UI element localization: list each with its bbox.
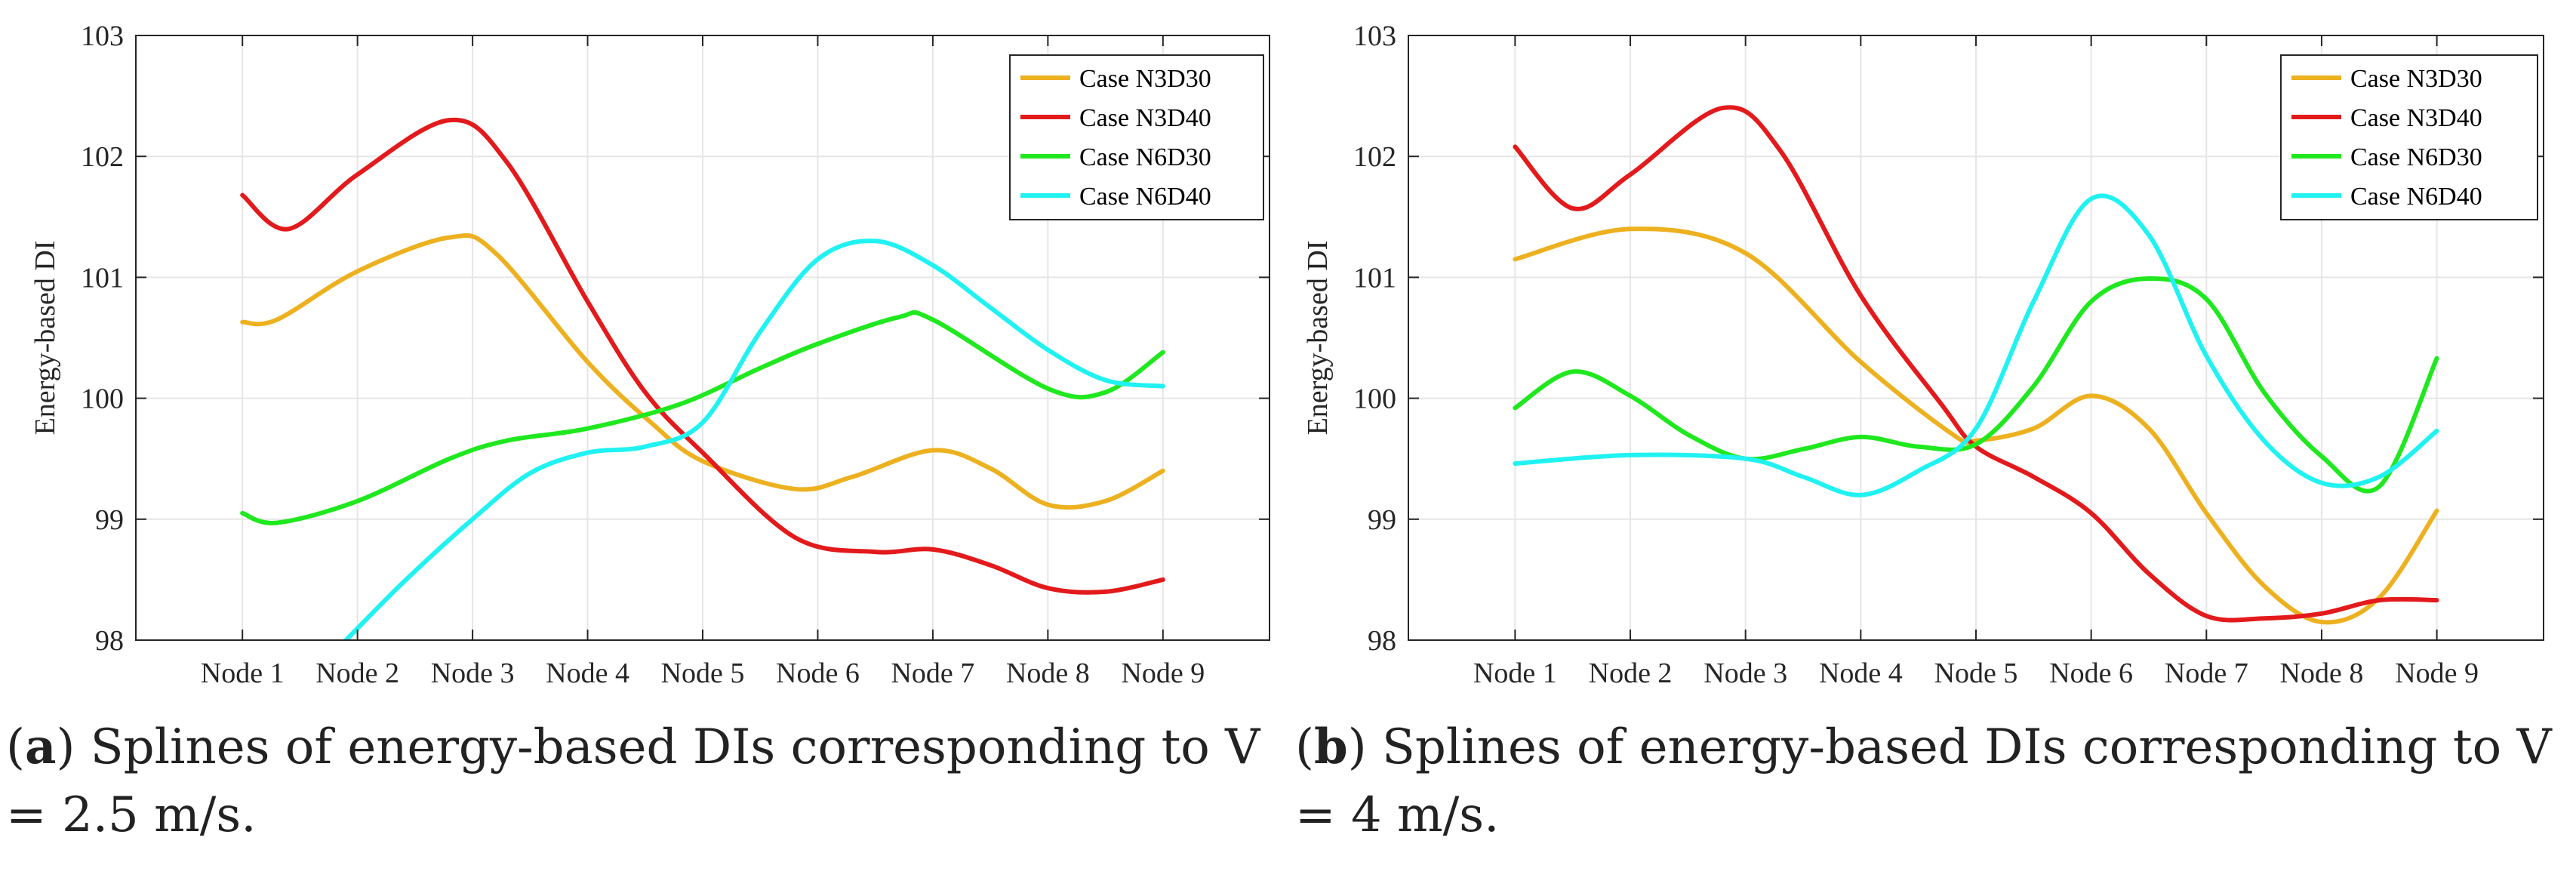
- caption-b: (b) Splines of energy-based DIs correspo…: [1295, 719, 2552, 843]
- legend-box: [2280, 54, 2538, 220]
- y-axis-label: Energy-based DI: [29, 241, 61, 436]
- legend-label-n6d30: Case N6D30: [2350, 143, 2482, 171]
- x-tick-label: Node 4: [546, 657, 629, 689]
- x-tick-label: Node 8: [2280, 657, 2364, 689]
- y-tick-label: 99: [1368, 504, 1396, 536]
- legend-label-n3d30: Case N3D30: [2350, 65, 2482, 93]
- y-tick-label: 101: [81, 262, 124, 294]
- series-line-n3d30: [240, 233, 1165, 510]
- series-line-n6d30: [240, 309, 1165, 525]
- x-tick-label: Node 7: [2165, 657, 2248, 689]
- x-tick-label: Node 9: [1121, 657, 1205, 689]
- y-tick-label: 99: [95, 504, 124, 536]
- caption-a-line2: = 2.5 m/s.: [6, 787, 257, 843]
- x-tick-label: Node 2: [315, 657, 399, 689]
- caption-a: (a) Splines of energy-based DIs correspo…: [6, 719, 1260, 843]
- legend-label-n6d30: Case N6D30: [1079, 143, 1211, 171]
- y-tick-label: 102: [1353, 141, 1396, 173]
- chart-panel-a: 98 99 100 101 102 103 Node 1 Node 2 Node 3 Node 4…: [29, 20, 1270, 689]
- caption-b-line2: = 4 m/s.: [1295, 787, 1500, 843]
- legend-label-n3d30: Case N3D30: [1079, 65, 1211, 93]
- y-tick-label: 101: [1353, 262, 1396, 294]
- legend-label-n3d40: Case N3D40: [1079, 104, 1211, 132]
- x-tick-label: Node 3: [431, 657, 515, 689]
- x-tick-label: Node 5: [1934, 657, 2018, 689]
- legend: Case N3D30 Case N3D40 Case N6D30 Case N6D40: [1009, 54, 1264, 220]
- x-tick-label: Node 5: [661, 657, 745, 689]
- x-tick-label: Node 2: [1589, 657, 1673, 689]
- x-tick-label: Node 4: [1819, 657, 1903, 689]
- x-tick-label: Node 3: [1703, 657, 1787, 689]
- y-tick-label: 102: [81, 141, 124, 173]
- series-line-n3d40: [1513, 105, 2439, 623]
- series-line-n6d40: [1513, 193, 2439, 497]
- x-tick-label: Node 9: [2395, 657, 2479, 689]
- y-tick-label: 103: [1353, 20, 1396, 52]
- y-tick-label: 100: [1353, 383, 1396, 415]
- series-line-n3d30: [1513, 226, 2439, 625]
- y-tick-label: 98: [95, 625, 124, 657]
- x-tick-label: Node 1: [1473, 657, 1557, 689]
- x-tick-label: Node 6: [2049, 657, 2133, 689]
- legend-label-n6d40: Case N6D40: [2350, 183, 2482, 211]
- x-tick-label: Node 6: [776, 657, 860, 689]
- x-tick-label: Node 8: [1006, 657, 1090, 689]
- legend-box: [1009, 54, 1264, 220]
- y-tick-label: 98: [1368, 625, 1396, 657]
- series-line-n6d30: [1513, 276, 2439, 494]
- caption-a-line1: Splines of energy-based DIs correspondin…: [90, 719, 1260, 775]
- series-line-n6d40: [343, 239, 1165, 640]
- y-axis-label: Energy-based DI: [1302, 241, 1334, 436]
- legend-label-n6d40: Case N6D40: [1079, 183, 1211, 211]
- legend-label-n3d40: Case N3D40: [2350, 104, 2482, 132]
- caption-b-line1: Splines of energy-based DIs correspondin…: [1382, 719, 2552, 775]
- caption-a-letter: a: [24, 719, 57, 775]
- caption-b-letter: b: [1313, 719, 1348, 775]
- chart-panel-b: 98 99 100 101 102 103 Node 1 Node 2 Node 3 Node 4…: [1302, 20, 2544, 689]
- y-tick-label: 100: [81, 383, 124, 415]
- series-line-n3d40: [240, 117, 1165, 595]
- x-tick-label: Node 7: [891, 657, 974, 689]
- y-tick-label: 103: [81, 20, 124, 52]
- x-tick-label: Node 1: [201, 657, 285, 689]
- legend: Case N3D30 Case N3D40 Case N6D30 Case N6D40: [2280, 54, 2538, 220]
